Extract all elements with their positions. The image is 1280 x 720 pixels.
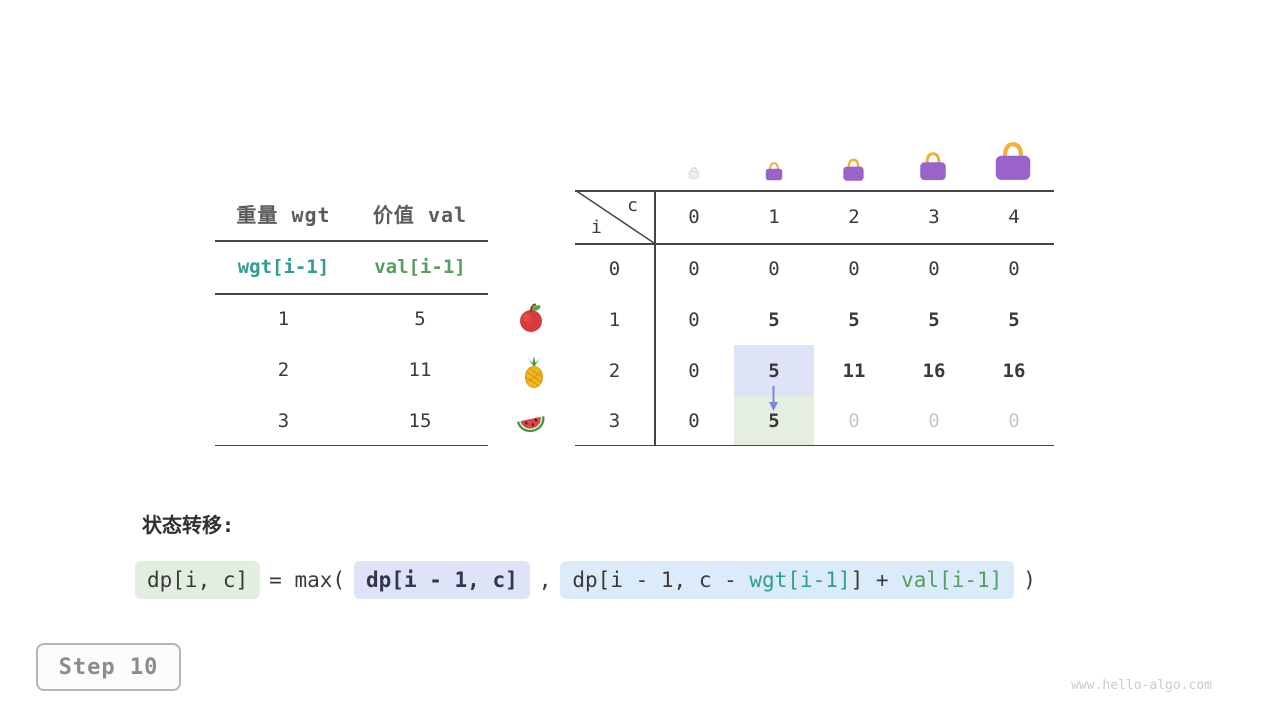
dp-table-corner: c i (575, 190, 654, 243)
dp-row-header-0: 0 (608, 257, 621, 280)
formula-comma: , (538, 568, 552, 592)
item-value-1: 5 (414, 307, 426, 330)
dp-col-header-2: 2 (848, 205, 860, 228)
bag-capacity-4-icon (995, 142, 1031, 180)
dp-cell-0-0: 0 (688, 257, 700, 280)
dp-col-header-0: 0 (688, 205, 700, 228)
corner-col-var: c (627, 195, 638, 216)
dp-row-header-3: 3 (608, 410, 621, 432)
formula-equals-max: = max( (269, 568, 346, 592)
dp-cell-2-0: 0 (688, 359, 700, 382)
dp-cell-0-2: 0 (848, 257, 860, 280)
dp-cell-1-1: 5 (768, 308, 780, 331)
dp-cell-3-1-highlighted-target: 5 (734, 396, 814, 446)
state-transition-label: 状态转移: (142, 513, 235, 537)
item-table-wgt-var: wgt[i-1] (237, 255, 330, 278)
dp-cell-1-3: 5 (928, 308, 940, 331)
item-value-2: 11 (408, 358, 432, 381)
dp-cell-1-0: 0 (688, 308, 700, 331)
dp-table-label-column-rule (654, 190, 656, 446)
watermark: www.hello-algo.com (1071, 678, 1212, 693)
dp-cell-3-4: 0 (1008, 410, 1020, 432)
item-table: 重量 wgt 价值 val wgt[i-1] val[i-1] 1 5 2 11… (215, 186, 488, 446)
item-weight-3: 3 (277, 409, 290, 432)
item-table-var-rule (215, 293, 488, 295)
corner-diagonal-line (575, 190, 654, 243)
item-value-3: 15 (408, 409, 432, 432)
bag-capacity-1-icon (765, 162, 783, 181)
dp-cell-1-2: 5 (848, 308, 860, 331)
dp-table: c i 0 1 2 3 4 0 0 0 0 0 0 1 0 5 5 5 5 2 … (575, 190, 1054, 446)
state-transition-formula: dp[i, c] = max( dp[i - 1, c] , dp[i - 1,… (135, 559, 1036, 601)
formula-arg2-val-token: val[i-1] (901, 568, 1003, 592)
dp-cell-3-3: 0 (928, 410, 940, 432)
corner-row-var: i (591, 217, 602, 238)
dp-cell-1-4: 5 (1008, 308, 1020, 331)
item-weight-1: 1 (277, 307, 290, 330)
dp-cell-3-2: 0 (848, 410, 860, 432)
bag-capacity-0-icon (688, 167, 700, 179)
dp-cell-0-3: 0 (928, 257, 940, 280)
formula-arg1-keep: dp[i - 1, c] (354, 561, 530, 599)
formula-arg2-wgt-token: wgt[i-1] (749, 568, 851, 592)
pineapple-icon (525, 356, 543, 388)
dp-table-bottom-rule (575, 444, 1054, 446)
item-weight-2: 2 (277, 358, 290, 381)
step-badge: Step 10 (36, 643, 181, 691)
dp-col-header-3: 3 (928, 205, 940, 228)
dp-cell-0-1: 0 (768, 257, 780, 280)
formula-arg2-mid: ] + (850, 568, 902, 592)
item-table-value-header: 价值 val (372, 202, 468, 227)
formula-close-paren: ) (1023, 568, 1036, 592)
formula-lhs: dp[i, c] (135, 561, 261, 599)
dp-cell-3-0: 0 (688, 410, 700, 432)
bag-capacity-3-icon (920, 152, 946, 181)
dp-cell-0-4: 0 (1008, 257, 1020, 280)
item-table-bottom-rule (215, 444, 488, 446)
dp-cell-2-3: 16 (922, 359, 946, 382)
dp-table-top-rule (575, 190, 1054, 192)
transition-arrow-icon (769, 386, 778, 411)
dp-row-header-2: 2 (608, 359, 621, 382)
dp-col-header-4: 4 (1008, 205, 1020, 228)
dp-col-header-1: 1 (768, 205, 780, 228)
bag-capacity-2-icon (843, 158, 864, 181)
dp-cell-2-4: 16 (1002, 359, 1026, 382)
formula-arg2-take: dp[i - 1, c - wgt[i-1]] + val[i-1] (560, 561, 1015, 599)
apple-icon (520, 303, 542, 332)
watermelon-icon (516, 416, 545, 433)
dp-cell-2-2: 11 (842, 359, 866, 382)
item-table-val-var: val[i-1] (374, 255, 466, 278)
formula-arg2-prefix: dp[i - 1, c - (572, 568, 750, 592)
item-table-weight-header: 重量 wgt (236, 202, 331, 227)
dp-table-header-rule (575, 243, 1054, 245)
item-table-header-rule (215, 240, 488, 242)
dp-row-header-1: 1 (608, 308, 621, 331)
